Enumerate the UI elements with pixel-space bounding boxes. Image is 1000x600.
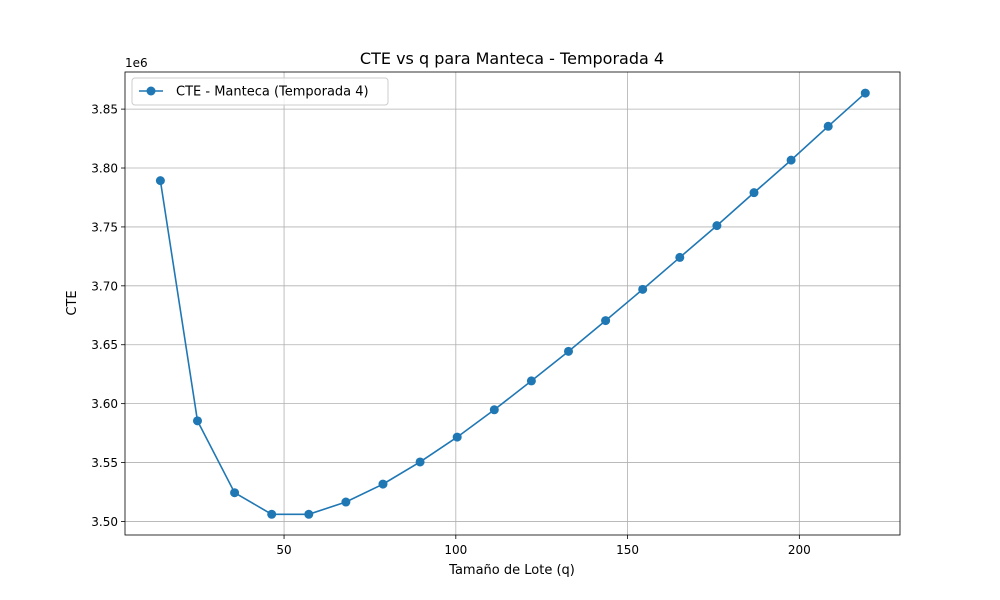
y-tick-label: 3.75 [91, 220, 118, 234]
y-tick-label: 3.70 [91, 279, 118, 293]
data-point [192, 416, 202, 426]
data-point [452, 432, 462, 442]
data-point [860, 88, 870, 98]
y-tick-label: 3.55 [91, 456, 118, 470]
x-axis-label: Tamaño de Lote (q) [448, 563, 575, 578]
x-tick-label: 50 [276, 543, 291, 557]
legend: CTE - Manteca (Temporada 4) [131, 77, 389, 106]
x-tick-label: 200 [788, 543, 811, 557]
y-tick-label: 3.50 [91, 515, 118, 529]
data-point [749, 188, 759, 198]
data-point [341, 497, 351, 507]
y-axis-label: CTE [65, 290, 80, 315]
data-point [415, 457, 425, 467]
y-axis-ticks: 3.50 3.55 3.60 3.65 3.70 3.75 3.80 3.85 [91, 103, 125, 529]
legend-label: CTE - Manteca (Temporada 4) [176, 85, 369, 100]
data-point [823, 121, 833, 131]
data-point [489, 405, 499, 415]
chart-title: CTE vs q para Manteca - Temporada 4 [360, 49, 664, 68]
y-tick-label: 3.60 [91, 397, 118, 411]
series-group [155, 88, 870, 519]
series-line [159, 92, 866, 516]
data-point [786, 155, 796, 165]
data-point [155, 176, 165, 186]
y-tick-label: 3.85 [91, 103, 118, 117]
data-point [267, 509, 277, 519]
grid-lines [125, 72, 900, 535]
y-tick-label: 3.80 [91, 162, 118, 176]
y-axis-offset-label: 1e6 [125, 56, 148, 70]
data-point [563, 346, 573, 356]
data-point [378, 479, 388, 489]
data-point [304, 509, 314, 519]
data-point [712, 221, 722, 231]
plot-area [125, 72, 900, 535]
legend-box [131, 77, 389, 106]
data-point [230, 488, 240, 498]
x-axis-ticks: 50 100 150 200 [276, 535, 811, 557]
data-point [675, 252, 685, 262]
data-point [601, 316, 611, 326]
legend-marker-swatch [146, 86, 156, 96]
data-point [638, 284, 648, 294]
plot-frame [124, 71, 901, 536]
y-tick-label: 3.65 [91, 338, 118, 352]
data-point [526, 376, 536, 386]
x-tick-label: 100 [444, 543, 467, 557]
x-tick-label: 150 [616, 543, 639, 557]
